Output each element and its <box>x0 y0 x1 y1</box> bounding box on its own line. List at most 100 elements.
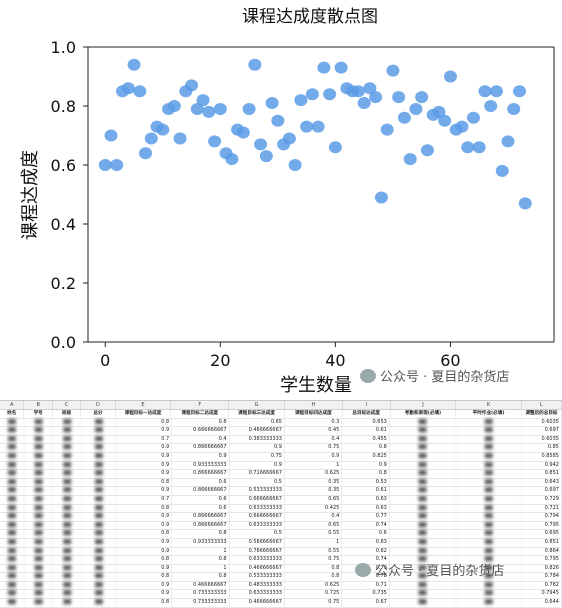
table-cell: 0.633333333 <box>230 590 285 599</box>
table-cell: 0.8 <box>117 530 173 538</box>
table-cell: 1 <box>172 564 230 573</box>
scatter-point <box>225 153 239 166</box>
table-cell: 0.825 <box>342 452 390 461</box>
table-cell: ▇▇ <box>25 538 54 547</box>
table-cell: ▇▇ <box>456 504 523 513</box>
column-letter: D <box>81 401 116 409</box>
table-cell: 0.533333333 <box>230 573 285 581</box>
table-cell: ▇▇ <box>25 470 54 478</box>
table-cell: 0.633333333 <box>230 504 285 513</box>
scatter-point <box>144 132 158 145</box>
table-row: ▇▇ ▇▇ ▇▇ ▇▇ 0.9 0.866666667 0.9 0.75 0.8 ▇▇ ▇▇ 0.85 <box>0 444 562 453</box>
table-cell: ▇▇ <box>53 573 83 581</box>
table-cell: ▇▇ <box>53 444 83 452</box>
scatter-point <box>98 159 112 171</box>
table-cell: ▇▇ <box>25 547 54 556</box>
table-cell: ▇▇ <box>0 581 25 590</box>
table-cell: ▇▇ <box>456 452 523 461</box>
table-cell: ▇▇ <box>456 564 523 573</box>
column-letter: J <box>391 401 457 409</box>
column-letter: K <box>456 401 522 409</box>
table-cell: ▇▇ <box>390 470 457 478</box>
watermark-top-text: 公众号 · 夏目的杂货店 <box>380 370 510 385</box>
scatter-point <box>259 150 273 163</box>
table-cell: 0.5 <box>230 530 285 538</box>
y-tick-label: 0.2 <box>51 274 76 293</box>
table-cell: 0.9 <box>117 521 173 530</box>
scatter-point <box>386 64 400 77</box>
table-cell: 0.9 <box>342 461 390 470</box>
table-cell: 0.733333333 <box>172 590 230 599</box>
y-axis-label: 课程达成度 <box>20 150 41 240</box>
scatter-point <box>472 141 486 154</box>
table-cell: ▇▇ <box>82 435 117 444</box>
table-cell: ▇▇ <box>0 573 25 581</box>
table-row: ▇▇ ▇▇ ▇▇ ▇▇ 0.9 0.466666667 0.483333333 0.625 0.… <box>0 581 562 591</box>
table-cell: ▇▇ <box>456 470 523 478</box>
table-cell: ▇▇ <box>0 556 25 564</box>
scatter-point <box>489 85 503 98</box>
table-cell: 0.4 <box>172 435 230 444</box>
table-cell: ▇▇ <box>82 427 117 435</box>
table-cell: ▇▇ <box>390 487 457 495</box>
scatter-point <box>185 79 199 92</box>
table-cell: 0.697 <box>522 427 562 435</box>
table-cell: 0.8 <box>285 573 343 581</box>
table-cell: ▇▇ <box>82 581 117 590</box>
table-cell: 0.942 <box>522 461 562 470</box>
table-cell: ▇▇ <box>53 435 83 444</box>
column-letter: C <box>53 401 82 409</box>
table-cell: 0.8 <box>117 478 173 487</box>
table-cell: 0.666666667 <box>172 427 230 435</box>
table-cell: 0.466666667 <box>230 564 285 573</box>
table-cell: ▇▇ <box>82 461 117 470</box>
table-cell: 0.653 <box>342 418 390 427</box>
table-cell: ▇▇ <box>0 461 25 470</box>
table-cell: ▇▇ <box>456 513 523 521</box>
table-cell: 0.74 <box>342 521 390 530</box>
table-cell: 0.75 <box>230 452 285 461</box>
table-cell: ▇▇ <box>82 564 117 573</box>
table-cell: 0.729 <box>522 495 562 504</box>
scatter-point <box>363 82 377 95</box>
table-cell: 0.65 <box>230 418 285 427</box>
table-cell: ▇▇ <box>0 444 25 452</box>
table-cell: 0.35 <box>285 487 343 495</box>
table-cell: 0.3 <box>285 418 343 427</box>
table-cell: 0.383333333 <box>230 435 285 444</box>
table-cell: 0.4 <box>285 435 343 444</box>
table-row: ▇▇ ▇▇ ▇▇ ▇▇ 0.9 1 0.466666667 0.8 0.79 ▇▇ ▇▇ 0.826 <box>0 564 562 574</box>
column-letter: E <box>116 401 172 409</box>
table-cell: 0.6 <box>172 504 230 513</box>
table-cell: 0.735 <box>342 590 390 599</box>
scatter-point <box>432 105 446 118</box>
table-cell: 0.9 <box>117 564 173 573</box>
scatter-point <box>501 135 515 148</box>
table-cell: ▇▇ <box>53 521 83 530</box>
table-cell: 0.6 <box>172 478 230 487</box>
table-cell: 0.633333333 <box>230 556 285 564</box>
table-cell: ▇▇ <box>390 581 457 590</box>
table-cell: 0.9 <box>285 452 343 461</box>
table-cell: 0.9 <box>117 452 173 461</box>
scatter-point <box>403 153 417 166</box>
table-cell: ▇▇ <box>25 504 54 513</box>
scatter-point <box>484 100 498 112</box>
table-cell: 0.721 <box>522 504 562 513</box>
scatter-point <box>300 120 314 133</box>
table-cell: ▇▇ <box>390 478 457 487</box>
table-cell: 0.695 <box>522 530 562 538</box>
table-cell: ▇▇ <box>456 427 523 435</box>
table-cell: ▇▇ <box>53 581 83 590</box>
table-cell: ▇▇ <box>82 530 117 538</box>
column-letter: H <box>285 401 343 409</box>
table-cell: ▇▇ <box>82 418 117 427</box>
table-row: ▇▇ ▇▇ ▇▇ ▇▇ 0.8 0.8 0.65 0.3 0.653 ▇▇ ▇▇ 0.6035 <box>0 418 562 428</box>
table-cell: ▇▇ <box>390 521 457 530</box>
table-cell: ▇▇ <box>390 435 457 444</box>
table-cell: 0.9 <box>117 581 173 590</box>
table-cell: ▇▇ <box>53 487 83 495</box>
table-cell: ▇▇ <box>0 564 25 573</box>
y-tick-label: 0.4 <box>51 215 76 234</box>
table-cell: ▇▇ <box>456 547 523 556</box>
